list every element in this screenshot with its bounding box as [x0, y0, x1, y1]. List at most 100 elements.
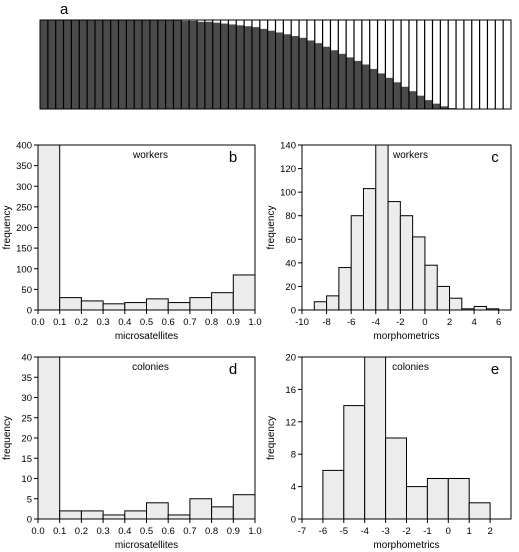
colony-column [377, 73, 386, 109]
y-axis-title: frequency [2, 416, 13, 460]
colony-column [157, 20, 166, 109]
x-tick-label: -2 [396, 317, 404, 328]
y-tick-label: 40 [21, 353, 32, 364]
colony-column [212, 22, 221, 110]
histogram-bar [59, 297, 82, 311]
y-tick-label: 60 [285, 235, 296, 246]
x-tick-label: 0.3 [96, 317, 109, 328]
x-tick-label: 0.2 [75, 526, 88, 537]
x-tick-label: 0.3 [96, 526, 109, 537]
plot-frame [37, 144, 256, 311]
colony-column [259, 28, 268, 109]
histogram-bar [468, 502, 491, 520]
y-tick-label: 16 [285, 385, 296, 396]
x-tick-label: -6 [319, 526, 327, 537]
x-tick-label: 0.8 [205, 317, 218, 328]
x-axis-title: morphometrics [373, 540, 439, 551]
y-tick-label: 100 [280, 188, 296, 199]
colony-column [142, 20, 150, 109]
x-tick-label: 4 [471, 317, 476, 328]
y-axis-title: frequency [2, 206, 13, 250]
x-tick-label: 1.0 [248, 317, 261, 328]
colony-column [204, 21, 213, 110]
y-tick-label: 8 [291, 450, 296, 461]
x-tick-label: 0.6 [162, 317, 175, 328]
x-tick-label: -4 [372, 317, 380, 328]
x-tick-label: -5 [340, 526, 348, 537]
histogram-bar [406, 486, 428, 520]
colony-column [401, 86, 409, 109]
y-tick-label: 150 [16, 244, 32, 255]
histogram-bar [37, 356, 61, 520]
x-tick-label: 0.5 [140, 317, 153, 328]
colony-column [189, 20, 197, 109]
x-tick-label: -7 [298, 526, 306, 537]
colony-column [47, 20, 56, 109]
histogram-bar [102, 303, 126, 311]
histogram-bar [387, 201, 401, 311]
y-tick-label: 25 [21, 413, 32, 424]
histogram-bar [362, 188, 377, 311]
colony-column [63, 20, 72, 109]
histogram-bar [473, 305, 487, 311]
histogram-e: -7 -6 -5 -4 -3 -2 -1 0 1 2048121620morphometricsf… [266, 353, 512, 551]
x-tick-label: -3 [381, 526, 389, 537]
y-tick-label: 20 [285, 353, 296, 364]
histogram-bar [59, 510, 82, 520]
colony-column [118, 20, 127, 109]
structure-plot [39, 19, 512, 110]
y-tick-label: 40 [285, 258, 296, 269]
histogram-bar [146, 298, 169, 311]
colony-column [440, 106, 449, 109]
x-tick-label: 0.4 [118, 317, 131, 328]
histogram-bar [375, 144, 389, 311]
x-tick-label: 2 [447, 317, 452, 328]
x-tick-label: 0.1 [53, 317, 66, 328]
panel-letter-e: e [491, 361, 499, 378]
histogram-bar [211, 292, 234, 311]
y-axis-title: frequency [266, 206, 277, 250]
x-tick-label: -2 [402, 526, 410, 537]
colony-column [149, 20, 158, 109]
histogram-bar [449, 297, 463, 311]
x-axis-title: morphometrics [373, 331, 439, 342]
histogram-c: -10 -8 -6 -4 -2 0 2 4 6020406080100120140morphom… [266, 141, 512, 342]
histogram-bar [211, 506, 234, 520]
x-axis-title: microsatellites [115, 540, 178, 551]
panel-title: colonies [392, 362, 429, 373]
y-tick-label: 250 [16, 202, 32, 213]
histogram-bar [322, 469, 345, 520]
colony-column [79, 20, 88, 109]
colony-column [361, 64, 370, 109]
x-tick-label: 0.8 [205, 526, 218, 537]
histogram-bar [436, 285, 451, 311]
x-tick-label: 0.6 [162, 526, 175, 537]
y-tick-label: 12 [285, 417, 296, 428]
x-tick-label: 6 [496, 317, 501, 328]
y-tick-label: 350 [16, 161, 32, 172]
colony-column [71, 20, 80, 109]
colony-column [275, 32, 284, 109]
y-tick-label: 200 [16, 223, 32, 234]
colony-column [126, 20, 135, 109]
histogram-bar [167, 302, 191, 311]
histogram-bar [447, 478, 470, 520]
x-tick-label: 0.7 [183, 526, 196, 537]
colony-column [134, 20, 143, 109]
y-tick-label: 10 [21, 474, 32, 485]
x-axis-title: microsatellites [115, 331, 178, 342]
x-tick-label: 0.1 [53, 526, 66, 537]
x-tick-label: 0.9 [227, 317, 240, 328]
y-tick-label: 15 [21, 454, 32, 465]
histogram-bar [124, 510, 148, 520]
x-tick-label: 1 [467, 526, 472, 537]
plot-frame [301, 144, 512, 311]
histogram-bar [412, 236, 426, 311]
histogram-bar [364, 356, 387, 520]
colony-column [354, 60, 362, 109]
colony-column [432, 103, 441, 109]
colony-column [197, 21, 205, 110]
x-tick-label: 0.2 [75, 317, 88, 328]
histogram-bar [399, 215, 414, 311]
colony-column [181, 20, 190, 109]
